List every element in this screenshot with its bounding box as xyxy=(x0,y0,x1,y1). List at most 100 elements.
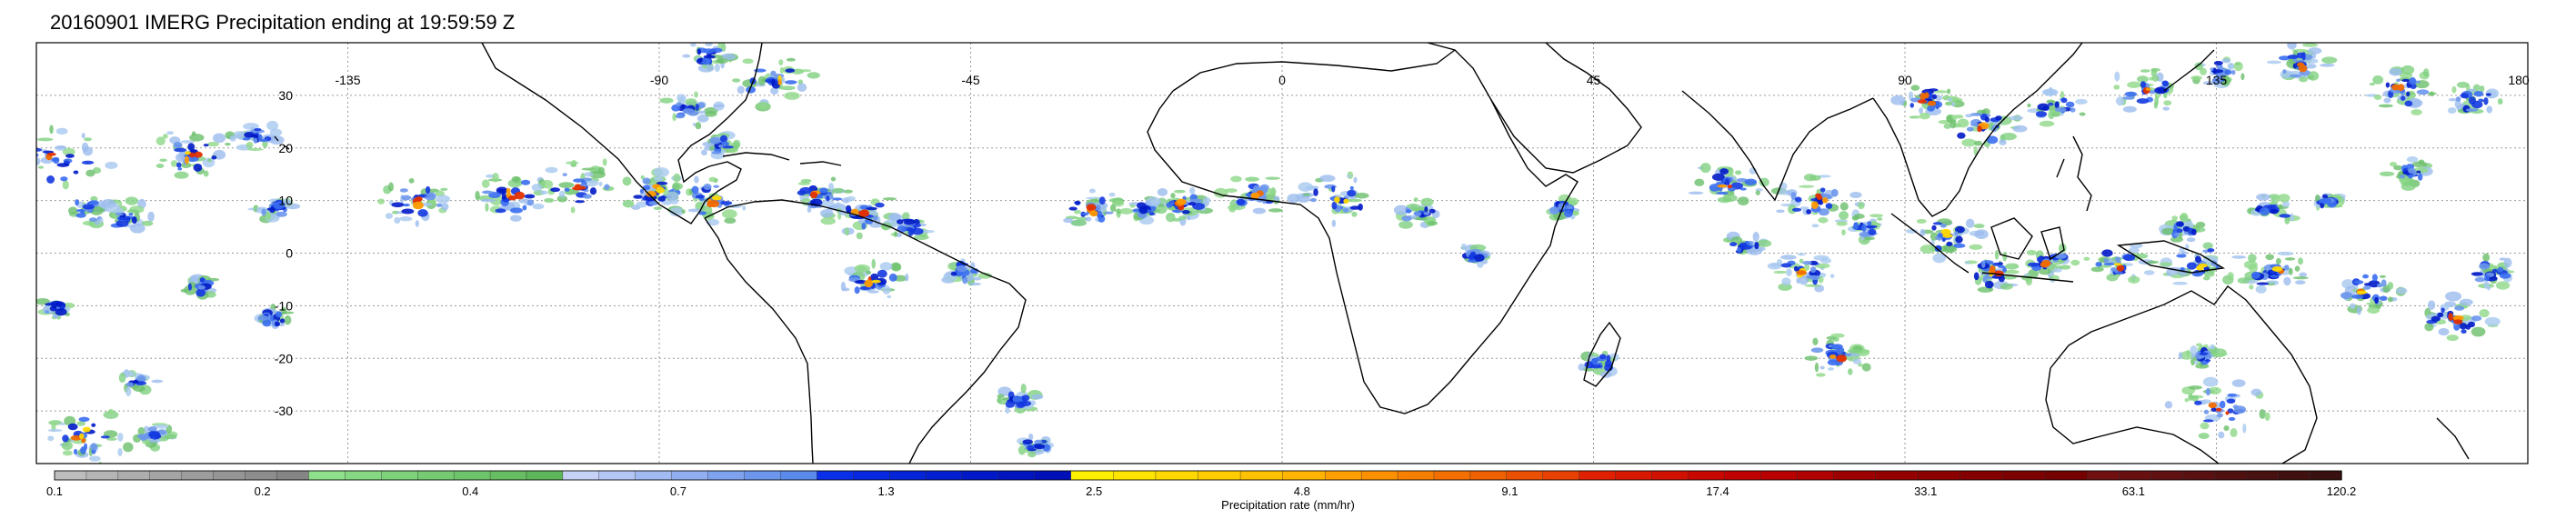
colorbar-segment xyxy=(1506,470,1544,481)
colorbar-segment xyxy=(117,470,151,481)
colorbar-segment xyxy=(149,470,183,481)
colorbar-segment xyxy=(817,470,854,481)
lon-tick-label: 45 xyxy=(1587,73,1601,87)
coastline-japan xyxy=(2163,49,2215,92)
colorbar-segment xyxy=(1433,470,1471,481)
coastline-arabia xyxy=(1490,43,1642,174)
colorbar-tick-label: 33.1 xyxy=(1914,484,1937,498)
lat-tick-label: -10 xyxy=(275,298,293,313)
colorbar-segment xyxy=(2087,470,2120,481)
colorbar-tick-label: 0.4 xyxy=(462,484,478,498)
coastline-new-zealand xyxy=(2436,417,2470,460)
colorbar-tick-label: 1.3 xyxy=(878,484,895,498)
lon-tick-label: 135 xyxy=(2206,73,2228,87)
colorbar-segment xyxy=(2044,470,2089,481)
colorbar-segment xyxy=(1198,470,1241,481)
colorbar-segment xyxy=(2150,470,2184,481)
colorbar-frame xyxy=(54,470,2342,481)
coastline-india xyxy=(1681,90,1874,202)
colorbar-segment xyxy=(1325,470,1362,481)
colorbar-segment xyxy=(1070,470,1115,481)
colorbar-tick-label: 0.2 xyxy=(255,484,271,498)
colorbar-label: Precipitation rate (mm/hr) xyxy=(1221,498,1355,512)
coastline-south-america-west xyxy=(704,217,814,464)
colorbar-segment xyxy=(1918,470,1961,481)
coastline-north-america xyxy=(481,43,763,225)
colorbar-tick-label: 0.7 xyxy=(670,484,687,498)
coastline-philippines xyxy=(2056,135,2092,212)
colorbar-segment xyxy=(245,470,278,481)
colorbar-segment xyxy=(54,470,87,481)
longitude-labels: -135 -90 -45 0 45 90 135 180 xyxy=(335,73,2529,87)
colorbar-tick-label: 9.1 xyxy=(1501,484,1518,498)
colorbar-segment xyxy=(1282,470,1326,481)
colorbar-segment xyxy=(181,470,215,481)
coastline-australia-south xyxy=(2045,367,2220,464)
colorbar-segment xyxy=(1579,470,1617,481)
lon-tick-label: 0 xyxy=(1278,73,1286,87)
colorbar-segment xyxy=(997,470,1036,481)
colorbar-segment xyxy=(925,470,963,481)
colorbar-tick-label: 4.8 xyxy=(1294,484,1310,498)
colorbar-segment xyxy=(635,470,673,481)
colorbar-tick-label: 120.2 xyxy=(2327,484,2357,498)
colorbar-segment xyxy=(2182,470,2215,481)
colorbar-segment xyxy=(744,470,782,481)
colorbar-segment xyxy=(1651,470,1689,481)
colorbar-segment xyxy=(598,470,636,481)
colorbar-segment xyxy=(276,470,310,481)
lat-tick-label: -30 xyxy=(275,404,293,418)
colorbar-segment xyxy=(526,470,564,481)
colorbar-segment xyxy=(961,470,999,481)
colorbar-segment xyxy=(1034,470,1072,481)
colorbar-segment xyxy=(2119,470,2152,481)
colorbar-segment xyxy=(1615,470,1653,481)
coastline-mediterranean xyxy=(1172,49,1456,92)
plot-frame xyxy=(35,42,2529,464)
colorbar-segment xyxy=(489,470,527,481)
coastline-madagascar xyxy=(1583,321,1621,387)
colorbar-segment xyxy=(1760,470,1798,481)
coastline-southeast-asia xyxy=(1872,43,2083,217)
colorbar-segment xyxy=(381,470,418,481)
latitude-labels: 30 20 10 0 -10 -20 -30 xyxy=(275,88,293,418)
colorbar-segment xyxy=(853,470,890,481)
colorbar-segment xyxy=(1360,470,1398,481)
plot-area: -135 -90 -45 0 45 90 135 180 30 20 10 0 -10 -20 -30 xyxy=(35,42,2530,464)
colorbar-segment xyxy=(780,470,818,481)
colorbar-segment xyxy=(1542,470,1580,481)
colorbar-segment xyxy=(671,470,709,481)
precipitation-field xyxy=(36,43,2515,464)
colorbar-segment xyxy=(1960,470,2004,481)
colorbar-segment xyxy=(453,470,491,481)
colorbar-segment xyxy=(2214,470,2247,481)
colorbar-segment xyxy=(417,470,455,481)
colorbar-segment xyxy=(1796,470,1834,481)
coastlines xyxy=(274,43,2470,464)
colorbar-segment xyxy=(888,470,927,481)
coastline-australia xyxy=(2050,285,2318,464)
lon-tick-label: 90 xyxy=(1898,73,1912,87)
colorbar-segment xyxy=(308,470,346,481)
lat-tick-label: -20 xyxy=(275,351,293,365)
colorbar-tick-label: 0.1 xyxy=(46,484,63,498)
coastline-africa xyxy=(1147,43,1579,414)
lat-tick-label: 10 xyxy=(278,194,293,208)
gridlines xyxy=(36,43,2528,464)
lon-tick-label: -90 xyxy=(650,73,668,87)
colorbar-segment xyxy=(345,470,382,481)
coastline-south-america xyxy=(704,199,1027,464)
colorbar-segment xyxy=(1832,470,1877,481)
colorbar-segment xyxy=(562,470,600,481)
colorbar-segment xyxy=(707,470,746,481)
colorbar-segment xyxy=(2246,470,2279,481)
colorbar-tick-label: 2.5 xyxy=(1086,484,1102,498)
map-title: 20160901 IMERG Precipitation ending at 1… xyxy=(50,11,516,34)
colorbar-segment xyxy=(1155,470,1199,481)
coastline-hawaii xyxy=(274,135,290,150)
colorbar-segment xyxy=(213,470,246,481)
lon-tick-label: -135 xyxy=(335,73,360,87)
colorbar-segment xyxy=(1469,470,1508,481)
coastline-caribbean xyxy=(722,152,842,166)
